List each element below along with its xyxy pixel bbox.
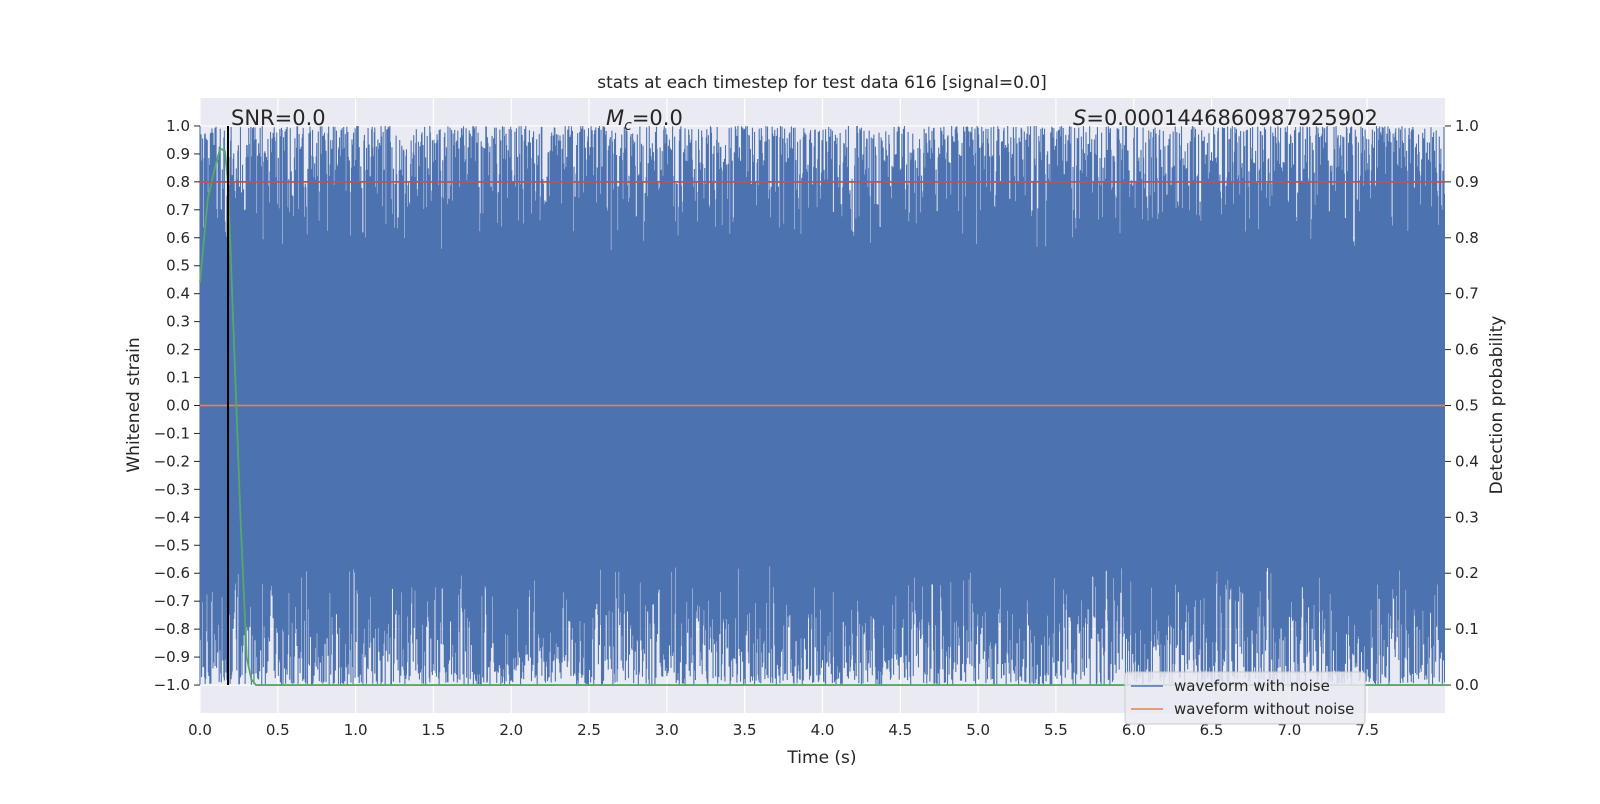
x-tick-label: 3.0 [655,721,679,739]
x-tick-label: 4.5 [888,721,912,739]
y-tick-label-left: 0.9 [166,145,190,163]
chirp-mass-annotation: Mc=0.0 [606,106,683,134]
y-tick-label-left: 0.3 [166,313,190,331]
y-tick-label-right: 0.3 [1455,508,1479,526]
legend: waveform with noise waveform without noi… [1124,671,1366,725]
y-tick-label-left: 0.7 [166,201,190,219]
y-tick-label-left: −0.1 [154,424,190,442]
y-tick-label-right: 0.5 [1455,397,1479,415]
y-tick-label-left: −0.2 [154,452,190,470]
y-tick-label-left: −0.8 [154,620,190,638]
x-tick-label: 1.5 [422,721,446,739]
s-statistic-annotation: S=0.0001446860987925902 [1073,106,1378,130]
x-tick-label: 5.0 [966,721,990,739]
s-value: =0.0001446860987925902 [1086,106,1378,130]
y-tick-label-left: −0.7 [154,592,190,610]
y-tick-label-left: 0.6 [166,229,190,247]
mc-value: =0.0 [632,106,683,130]
x-tick-label: 0.0 [188,721,212,739]
y-tick-label-left: 0.0 [166,397,190,415]
line-layer [199,125,1445,686]
y-tick-label-left: 0.5 [166,257,190,275]
y-tick-label-left: −0.3 [154,480,190,498]
chart-title: stats at each timestep for test data 616… [597,73,1047,93]
y-tick-label-left: −0.4 [154,508,190,526]
y-tick-label-left: −0.5 [154,536,190,554]
mc-symbol: M [606,106,624,130]
y-tick-label-left: 0.1 [166,369,190,387]
x-tick-label: 5.5 [1044,721,1068,739]
y-tick-label-left: −0.6 [154,564,190,582]
x-tick-label: 3.5 [733,721,757,739]
x-axis-label: Time (s) [786,748,856,768]
x-tick-label: 4.0 [811,721,835,739]
x-tick-label: 2.0 [499,721,523,739]
tick-layer: 0.0 0.5 1.0 1.5 2.0 2.5 3.0 3.5 4.0 4.5 5.0 5.5 6.0 6… [154,117,1479,739]
y-axis-label-right: Detection probability [1487,316,1507,495]
legend-label-clean: waveform without noise [1174,700,1354,718]
y-tick-label-right: 0.6 [1455,341,1479,359]
y-tick-label-left: 0.4 [166,285,190,303]
x-tick-label: 1.0 [344,721,368,739]
snr-annotation: SNR=0.0 [231,106,326,130]
y-tick-label-left: 0.2 [166,341,190,359]
y-tick-label-right: 0.0 [1455,676,1479,694]
y-tick-label-right: 0.8 [1455,229,1479,247]
y-tick-label-right: 0.4 [1455,452,1479,470]
series-line-2 [199,146,1445,686]
y-tick-label-left: 1.0 [166,117,190,135]
y-tick-label-left: 0.8 [166,173,190,191]
y-tick-label-right: 0.2 [1455,564,1479,582]
y-tick-label-right: 0.1 [1455,620,1479,638]
legend-box [1124,671,1366,725]
x-tick-label: 6.0 [1122,721,1146,739]
x-tick-label: 6.5 [1200,721,1224,739]
mc-subscript: c [624,118,632,134]
x-tick-label: 0.5 [266,721,290,739]
x-tick-label: 2.5 [577,721,601,739]
x-tick-label: 7.5 [1355,721,1379,739]
y-tick-label-left: −1.0 [154,676,190,694]
y-tick-label-left: −0.9 [154,648,190,666]
s-symbol: S [1073,106,1086,130]
legend-label-noisy: waveform with noise [1174,677,1330,695]
x-tick-label: 7.0 [1277,721,1301,739]
y-tick-label-right: 0.9 [1455,173,1479,191]
y-tick-label-right: 1.0 [1455,117,1479,135]
y-tick-label-right: 0.7 [1455,285,1479,303]
y-axis-label-left: Whitened strain [124,337,144,472]
